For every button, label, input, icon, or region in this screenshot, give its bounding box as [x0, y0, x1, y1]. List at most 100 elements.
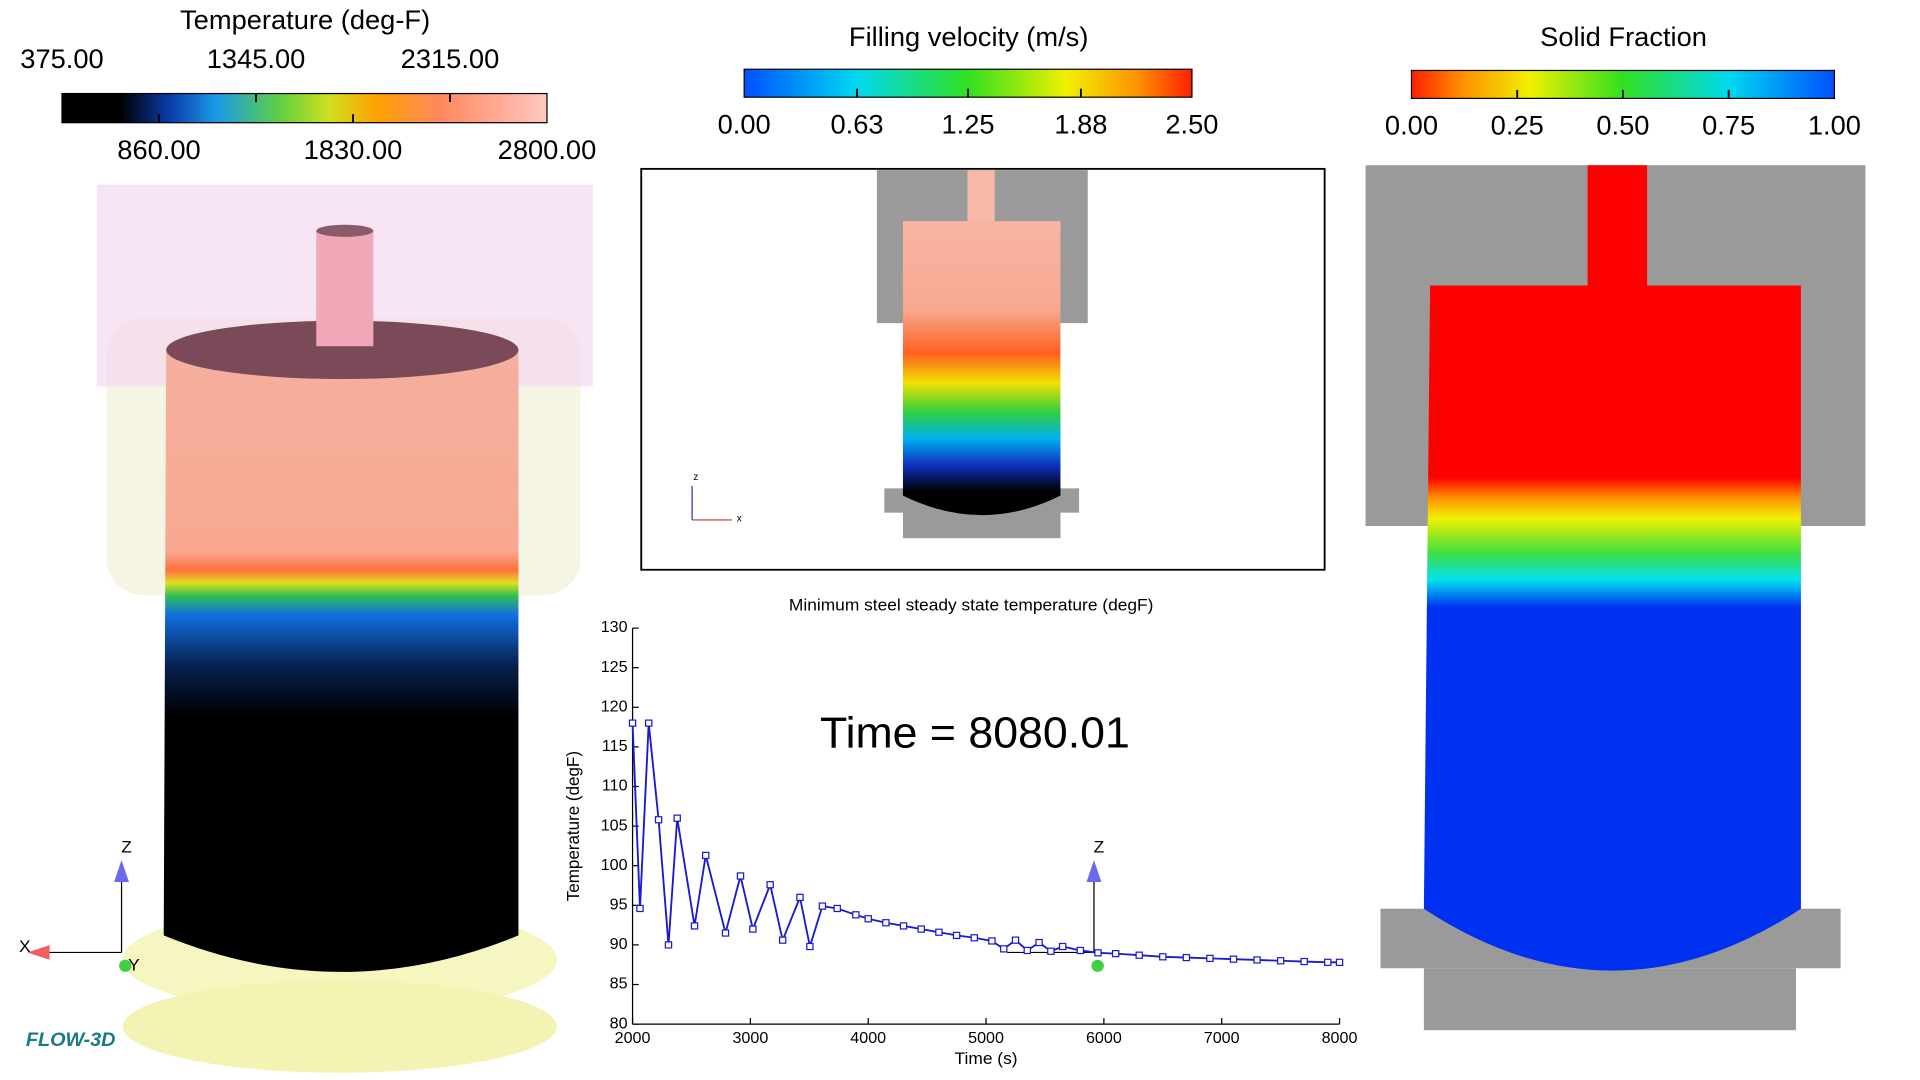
data-point	[628, 719, 637, 727]
data-line	[631, 723, 1340, 964]
right-model	[1365, 165, 1866, 1031]
data-point	[664, 941, 673, 949]
data-point	[1276, 957, 1285, 965]
y-tick-label: 110	[602, 778, 628, 795]
legend-tick-label: 860.00	[117, 135, 200, 165]
data-point	[654, 816, 663, 824]
y-tick-label: 90	[610, 936, 628, 953]
x-tick-label: 4000	[850, 1030, 886, 1047]
data-point	[1135, 951, 1143, 959]
data-point	[766, 881, 774, 889]
data-point	[1206, 954, 1214, 963]
legend-tick-label: 0.00	[718, 110, 771, 140]
data-point	[1058, 942, 1067, 951]
triad-label: Z	[1094, 837, 1105, 857]
data-point	[1094, 949, 1102, 957]
x-tick-label: 8000	[1322, 1030, 1358, 1047]
middle-model	[640, 167, 1326, 571]
data-point	[721, 929, 730, 937]
legend-tick-label: 1830.00	[304, 135, 403, 165]
data-point	[778, 936, 787, 944]
legend-tick-label: 0.63	[830, 110, 883, 140]
y-tick-label: 100	[601, 857, 628, 874]
legend-tick-label: 375.00	[20, 44, 103, 74]
data-point	[1047, 947, 1055, 955]
data-point	[818, 902, 827, 910]
chart-title: Minimum steel steady state temperature (…	[789, 595, 1153, 615]
data-point	[852, 911, 860, 919]
legend-title: Filling velocity (m/s)	[849, 22, 1088, 52]
center-triad	[1007, 860, 1104, 972]
data-point	[833, 904, 841, 913]
y-tick-label: 120	[601, 699, 628, 716]
legend-tick-label: 0.25	[1491, 111, 1544, 141]
legend-tick-label: 1.25	[942, 110, 995, 140]
data-point	[636, 904, 644, 913]
y-axis-label: Temperature (degF)	[563, 751, 583, 901]
y-tick-label: 80	[610, 1015, 628, 1032]
y-tick-label: 95	[610, 897, 628, 914]
data-point	[1000, 945, 1008, 953]
data-point	[1159, 953, 1167, 961]
data-point	[952, 931, 961, 940]
y-tick-label: 105	[601, 817, 628, 834]
x-tick-label: 2000	[615, 1030, 651, 1047]
data-point	[796, 893, 804, 902]
legend-title: Solid Fraction	[1540, 22, 1707, 52]
data-point	[1229, 955, 1238, 963]
data-point	[1335, 958, 1344, 966]
x-tick-label: 7000	[1204, 1030, 1240, 1047]
data-point	[882, 919, 890, 927]
data-point	[690, 922, 699, 930]
legend-tick-label: 0.75	[1702, 111, 1755, 141]
data-point	[702, 851, 710, 860]
x-tick-label: 3000	[732, 1030, 768, 1047]
data-point	[1324, 958, 1332, 966]
x-axis-label: Time (s)	[955, 1048, 1018, 1068]
data-point	[1035, 938, 1043, 947]
data-point	[1182, 953, 1191, 962]
legend-tick-label: 2315.00	[401, 44, 500, 74]
y-tick-label: 85	[610, 976, 628, 993]
data-point	[988, 937, 996, 945]
data-point	[1011, 936, 1020, 944]
legend-tick-label: 1.88	[1054, 110, 1107, 140]
data-point	[935, 928, 943, 936]
legend-tick-label: 0.00	[1385, 111, 1438, 141]
data-point	[1023, 946, 1032, 955]
legend-tick-label: 1.00	[1808, 111, 1861, 141]
data-point	[749, 925, 757, 933]
time-annotation: Time = 8080.01	[820, 709, 1130, 757]
legend-tick-label: 1345.00	[207, 44, 306, 74]
triad-label: X	[19, 936, 31, 956]
triad-label: Z	[121, 837, 132, 857]
data-point	[1076, 946, 1085, 955]
triad-label: z	[693, 472, 698, 483]
legend-tick-label: 2800.00	[498, 135, 597, 165]
y-tick-label: 125	[601, 659, 628, 676]
data-point	[899, 922, 908, 930]
triad-label: x	[737, 513, 742, 524]
legend-title: Temperature (deg-F)	[180, 5, 430, 35]
color-bar	[61, 92, 548, 124]
data-point	[1253, 956, 1261, 964]
data-point	[864, 915, 872, 923]
data-point	[736, 872, 745, 880]
data-point	[1300, 957, 1308, 966]
data-point	[917, 925, 925, 933]
data-point	[806, 942, 814, 951]
data-point	[644, 719, 653, 727]
legend-tick-label: 0.50	[1596, 111, 1649, 141]
left-model	[27, 184, 593, 1073]
logo: FLOW-3D	[26, 1029, 116, 1051]
data-point	[1111, 949, 1120, 958]
y-tick-label: 130	[601, 619, 628, 636]
data-point	[970, 934, 978, 942]
x-tick-label: 6000	[1086, 1030, 1122, 1047]
triad-label: Y	[128, 954, 140, 974]
x-tick-label: 5000	[968, 1030, 1004, 1047]
y-tick-label: 115	[602, 738, 628, 755]
legend-tick-label: 2.50	[1165, 110, 1218, 140]
